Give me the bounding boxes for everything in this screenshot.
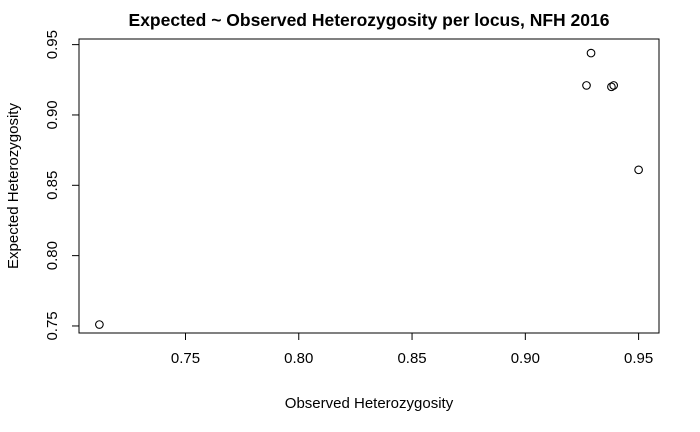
x-tick-label: 0.95 (624, 350, 653, 367)
x-tick-label: 0.80 (284, 350, 313, 367)
y-tick-label: 0.80 (44, 241, 61, 270)
y-axis: 0.75 0.80 0.85 0.90 0.95 (44, 30, 79, 341)
data-point (582, 81, 591, 90)
x-axis-title: Observed Heterozygosity (285, 395, 454, 412)
data-point (634, 165, 643, 175)
data-point (586, 48, 596, 58)
plot-frame (78, 38, 660, 334)
data-points (95, 48, 643, 329)
y-tick-label: 0.85 (44, 171, 61, 200)
x-tick-label: 0.90 (511, 350, 540, 367)
chart-title: Expected ~ Observed Heterozygosity per l… (129, 10, 610, 30)
x-tick-label: 0.85 (397, 350, 426, 367)
y-tick-label: 0.95 (44, 30, 61, 59)
data-point (607, 82, 616, 92)
y-axis-title: Expected Heterozygosity (5, 103, 22, 269)
data-point (609, 81, 619, 90)
x-tick-label: 0.75 (171, 350, 200, 367)
y-tick-label: 0.75 (44, 311, 61, 340)
data-point (95, 320, 104, 329)
y-tick-label: 0.90 (44, 100, 61, 129)
x-axis: 0.75 0.80 0.85 0.90 0.95 (171, 333, 653, 367)
